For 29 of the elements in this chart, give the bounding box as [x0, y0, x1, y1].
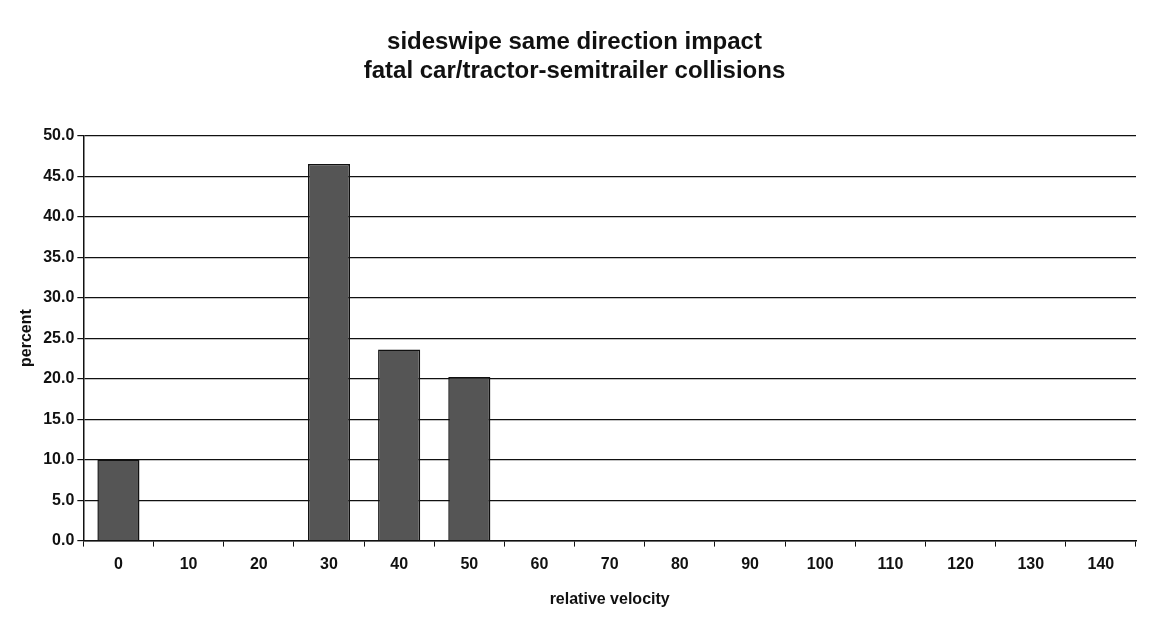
- y-tick-label: 40.0: [43, 207, 75, 225]
- y-tick-label: 10.0: [43, 450, 75, 468]
- y-axis-title: percent: [17, 308, 35, 367]
- x-tick-label: 120: [947, 554, 974, 572]
- x-tick-label: 30: [320, 554, 338, 572]
- chart-title: sideswipe same direction impact fatal car/tractor-semitrailer collisions: [363, 27, 786, 83]
- y-tick-label: 30.0: [43, 288, 75, 306]
- y-tick-label: 15.0: [43, 409, 75, 427]
- x-tick-label: 50: [460, 554, 479, 572]
- y-tick-label: 0.0: [52, 531, 75, 549]
- y-tick-label: 50.0: [43, 126, 75, 144]
- x-tick-label: 20: [249, 554, 268, 572]
- x-tick-label: 70: [600, 554, 619, 572]
- x-tick-label: 130: [1017, 554, 1045, 572]
- x-axis-title: relative velocity: [549, 589, 670, 607]
- x-tick-label: 100: [806, 554, 834, 572]
- x-tick-label: 60: [530, 554, 549, 572]
- x-tick-label: 90: [741, 554, 760, 572]
- x-tick-label: 140: [1087, 554, 1115, 572]
- x-tick-label: 0: [113, 554, 123, 572]
- x-tick-label: 40: [390, 554, 409, 572]
- x-tick-label: 80: [670, 554, 689, 572]
- y-tick-label: 25.0: [43, 328, 75, 346]
- y-tick-label: 45.0: [43, 166, 75, 184]
- x-tick-label: 110: [877, 554, 904, 572]
- x-tick-label: 10: [179, 554, 198, 572]
- y-tick-label: 35.0: [43, 247, 75, 265]
- y-tick-label: 5.0: [52, 490, 75, 508]
- y-tick-label: 20.0: [43, 369, 75, 387]
